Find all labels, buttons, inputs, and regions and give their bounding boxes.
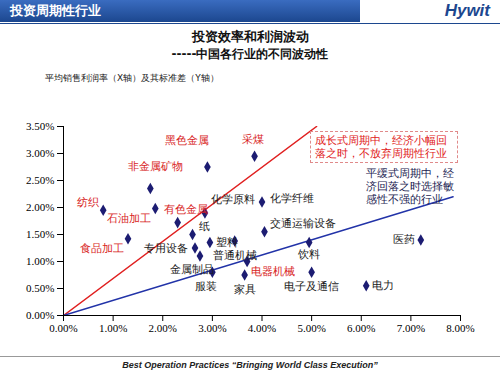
svg-text:6.00%: 6.00% — [347, 322, 375, 334]
html-text:投资周期性行业: 投资周期性行业 — [10, 3, 101, 18]
svg-text:8.00%: 8.00% — [446, 322, 474, 334]
svg-text:石油加工: 石油加工 — [107, 212, 151, 224]
html-text:Hywit: Hywit — [444, 1, 490, 20]
svg-text:0.50%: 0.50% — [26, 282, 54, 294]
svg-text:有色金属: 有色金属 — [164, 203, 208, 215]
svg-text:纺织: 纺织 — [77, 196, 99, 208]
svg-text:2.50%: 2.50% — [26, 174, 54, 186]
svg-text:家具: 家具 — [234, 283, 256, 295]
svg-text:化学纤维: 化学纤维 — [270, 192, 314, 204]
svg-text:5.00%: 5.00% — [297, 322, 325, 334]
svg-text:塑料: 塑料 — [216, 236, 238, 248]
svg-text:1.00%: 1.00% — [26, 255, 54, 267]
svg-text:2.00%: 2.00% — [26, 201, 54, 213]
html-text:投资效率和利润波动: 投资效率和利润波动 — [191, 29, 309, 44]
html-text:-----中国各行业的不同波动性: -----中国各行业的不同波动性 — [171, 47, 329, 61]
svg-text:纸: 纸 — [199, 220, 210, 232]
svg-text:电力: 电力 — [372, 279, 394, 291]
svg-text:食品加工: 食品加工 — [80, 242, 124, 254]
svg-text:1.00%: 1.00% — [99, 322, 127, 334]
svg-text:交通运输设备: 交通运输设备 — [270, 217, 336, 229]
html-text:平缓式周期中，经济回落之时选择敏感性不强的行业: 平缓式周期中，经济回落之时选择敏感性不强的行业 — [366, 167, 454, 206]
svg-text:金属制品: 金属制品 — [170, 263, 214, 275]
svg-text:4.00%: 4.00% — [248, 322, 276, 334]
svg-text:电子及通信: 电子及通信 — [284, 280, 339, 292]
svg-text:1.50%: 1.50% — [26, 228, 54, 240]
svg-text:3.00%: 3.00% — [198, 322, 226, 334]
svg-text:2.00%: 2.00% — [149, 322, 177, 334]
svg-text:非金属矿物: 非金属矿物 — [128, 160, 183, 172]
svg-text:采煤: 采煤 — [242, 133, 264, 145]
svg-text:化学原料: 化学原料 — [211, 193, 255, 205]
svg-text:3.00%: 3.00% — [26, 147, 54, 159]
svg-text:3.50%: 3.50% — [26, 120, 54, 132]
html-text:成长式周期中，经济小幅回落之时，不放弃周期性行业: 成长式周期中，经济小幅回落之时，不放弃周期性行业 — [315, 134, 447, 160]
svg-text:专用设备: 专用设备 — [144, 242, 188, 254]
html-text:Best Operation Practices “Brin: Best Operation Practices “Bringing World… — [122, 360, 378, 370]
svg-text:黑色金属: 黑色金属 — [165, 134, 209, 146]
svg-text:普通机械: 普通机械 — [213, 249, 257, 261]
svg-text:7.00%: 7.00% — [397, 322, 425, 334]
svg-text:0.00%: 0.00% — [26, 309, 54, 321]
svg-text:0.00%: 0.00% — [49, 322, 77, 334]
html-text:平均销售利润率（X轴）及其标准差（Y轴）: 平均销售利润率（X轴）及其标准差（Y轴） — [45, 73, 219, 83]
svg-text:医药: 医药 — [393, 233, 415, 245]
svg-text:服装: 服装 — [195, 280, 217, 292]
svg-text:电器机械: 电器机械 — [251, 265, 295, 277]
svg-text:饮料: 饮料 — [297, 248, 320, 260]
